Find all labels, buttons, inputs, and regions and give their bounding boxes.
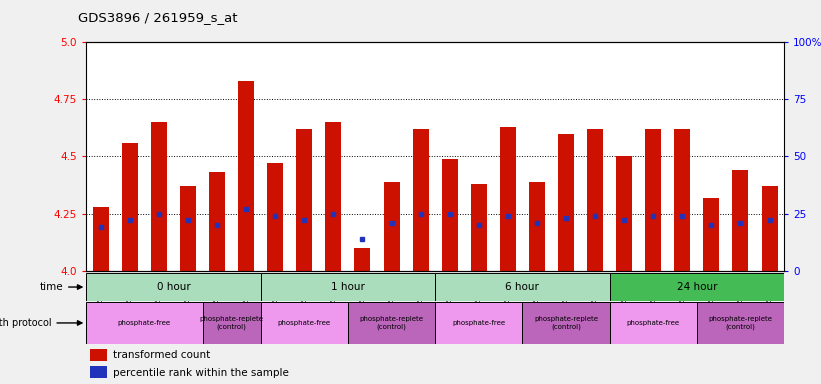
Bar (442, 159, 457, 271)
Bar (296, 129, 312, 271)
Bar (732, 170, 749, 271)
Text: phosphate-free: phosphate-free (117, 320, 171, 326)
Bar (609, 273, 784, 301)
Bar (435, 273, 609, 301)
Bar (762, 186, 777, 271)
Bar (697, 302, 784, 344)
Text: phosphate-replete
(control): phosphate-replete (control) (360, 316, 424, 330)
Bar (261, 302, 348, 344)
Bar (674, 129, 690, 271)
Text: 0 hour: 0 hour (157, 282, 190, 292)
Bar (704, 198, 719, 271)
Bar (93, 207, 108, 271)
Text: 24 hour: 24 hour (677, 282, 717, 292)
Text: phosphate-replete
(control): phosphate-replete (control) (200, 316, 264, 330)
Bar (383, 182, 400, 271)
Bar (500, 127, 516, 271)
Bar (645, 129, 661, 271)
Bar (238, 81, 255, 271)
Bar (203, 302, 261, 344)
Text: transformed count: transformed count (112, 350, 210, 360)
Text: growth protocol: growth protocol (0, 318, 52, 328)
Text: phosphate-free: phosphate-free (626, 320, 680, 326)
Bar (86, 302, 203, 344)
Text: time: time (39, 282, 63, 292)
Bar (616, 157, 632, 271)
Bar (86, 273, 261, 301)
Bar (609, 302, 697, 344)
Bar (558, 134, 574, 271)
Bar (89, 366, 107, 379)
Text: GDS3896 / 261959_s_at: GDS3896 / 261959_s_at (78, 12, 237, 25)
Bar (587, 129, 603, 271)
Text: phosphate-replete
(control): phosphate-replete (control) (534, 316, 598, 330)
Text: percentile rank within the sample: percentile rank within the sample (112, 367, 289, 377)
Bar (89, 349, 107, 361)
Bar (348, 302, 435, 344)
Bar (470, 184, 487, 271)
Bar (529, 182, 545, 271)
Bar (325, 122, 342, 271)
Text: 1 hour: 1 hour (331, 282, 365, 292)
Bar (261, 273, 435, 301)
Text: phosphate-free: phosphate-free (452, 320, 505, 326)
Bar (267, 163, 283, 271)
Bar (209, 172, 225, 271)
Text: phosphate-replete
(control): phosphate-replete (control) (709, 316, 773, 330)
Bar (355, 248, 370, 271)
Bar (122, 143, 138, 271)
Bar (522, 302, 609, 344)
Text: phosphate-free: phosphate-free (277, 320, 331, 326)
Bar (413, 129, 429, 271)
Text: 6 hour: 6 hour (506, 282, 539, 292)
Bar (435, 302, 522, 344)
Bar (151, 122, 167, 271)
Bar (180, 186, 196, 271)
